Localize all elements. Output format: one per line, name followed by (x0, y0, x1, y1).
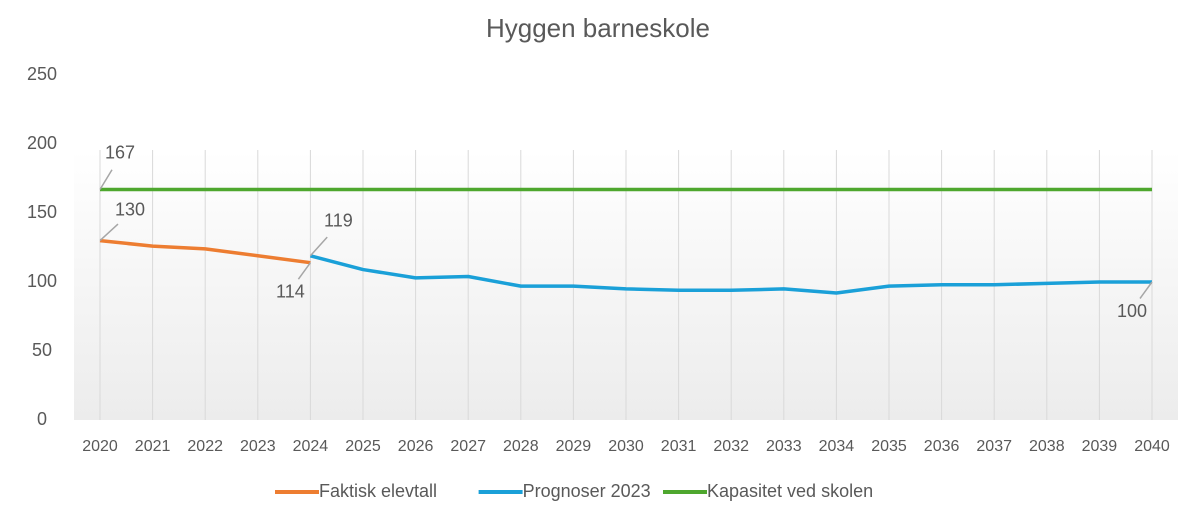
y-tick-label: 0 (37, 409, 47, 429)
x-tick-label: 2033 (766, 438, 802, 455)
x-tick-label: 2034 (819, 438, 855, 455)
x-tick-label: 2026 (398, 438, 434, 455)
x-tick-label: 2028 (503, 438, 539, 455)
x-tick-label: 2035 (871, 438, 907, 455)
x-tick-label: 2020 (82, 438, 118, 455)
x-tick-label: 2031 (661, 438, 697, 455)
leader-line (309, 236, 328, 257)
x-tick-label: 2038 (1029, 438, 1065, 455)
x-tick-label: 2022 (187, 438, 223, 455)
y-tick-label: 150 (27, 202, 57, 222)
x-tick-label: 2025 (345, 438, 381, 455)
leader-line (99, 169, 113, 190)
data-label: 167 (105, 142, 135, 162)
x-tick-label: 2039 (1082, 438, 1118, 455)
x-tick-label: 2032 (713, 438, 749, 455)
series-line (99, 238, 311, 265)
series-line (309, 254, 1152, 295)
y-tick-label: 200 (27, 133, 57, 153)
x-tick-label: 2036 (924, 438, 960, 455)
legend-label: Kapasitet ved skolen (707, 481, 873, 501)
legend-label: Prognoser 2023 (523, 481, 651, 501)
chart-title: Hyggen barneskole (486, 13, 710, 43)
leader-line (99, 223, 119, 242)
x-tick-label: 2021 (135, 438, 171, 455)
data-label: 130 (115, 199, 145, 219)
x-tick-label: 2040 (1134, 438, 1170, 455)
x-tick-label: 2029 (556, 438, 592, 455)
y-tick-label: 250 (27, 64, 57, 84)
leader-line (1139, 281, 1153, 299)
x-tick-label: 2037 (976, 438, 1012, 455)
y-tick-label: 50 (32, 340, 52, 360)
y-tick-label: 100 (27, 271, 57, 291)
data-label: 119 (324, 211, 353, 231)
leader-line (297, 262, 312, 280)
x-tick-label: 2027 (450, 438, 486, 455)
x-tick-label: 2030 (608, 438, 644, 455)
legend-label: Faktisk elevtall (319, 481, 437, 501)
x-tick-label: 2023 (240, 438, 276, 455)
data-label: 100 (1117, 301, 1147, 321)
data-label: 114 (276, 281, 305, 301)
x-tick-label: 2024 (293, 438, 329, 455)
